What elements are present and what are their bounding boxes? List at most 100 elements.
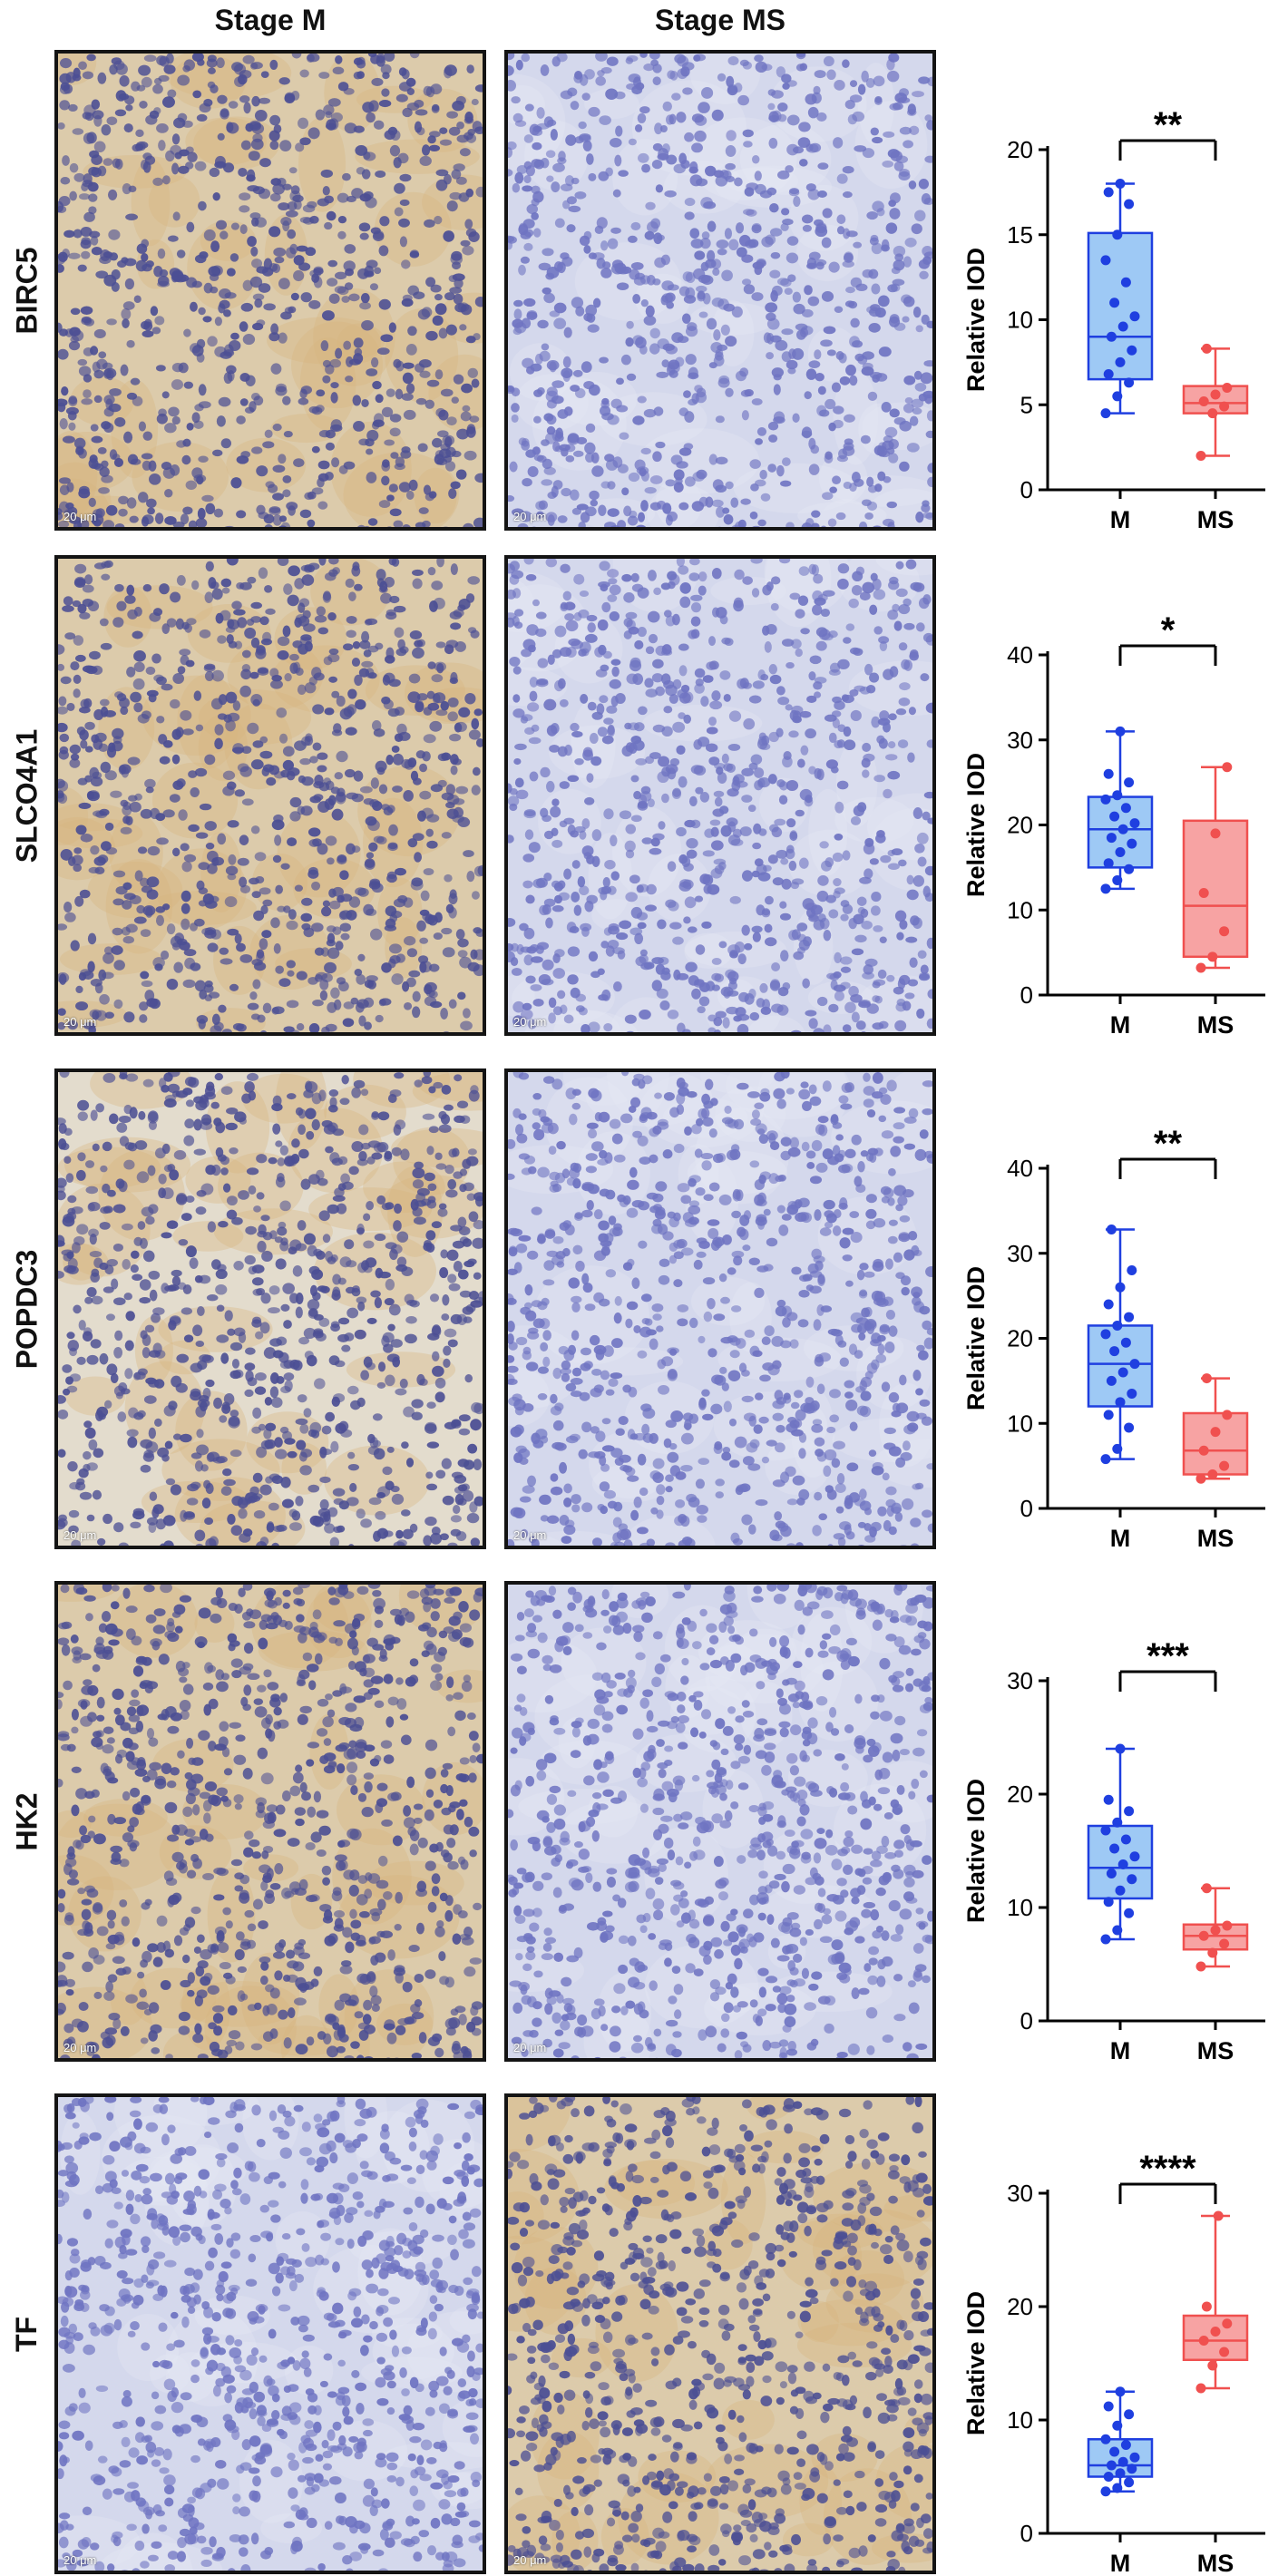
significance-stars: ** (1154, 105, 1183, 145)
row-label-tf: TF (0, 2093, 54, 2574)
y-tick-label: 40 (1007, 641, 1033, 668)
data-point (1112, 229, 1123, 240)
data-point (1106, 833, 1117, 844)
x-tick-label: MS (1197, 2037, 1234, 2062)
data-point (1222, 762, 1233, 773)
y-tick-label: 20 (1007, 136, 1033, 163)
row-label-slco4a1: SLCO4A1 (0, 555, 54, 1036)
significance-stars: **** (1139, 2149, 1196, 2189)
data-point (1109, 2446, 1120, 2457)
data-point (1115, 847, 1126, 857)
micrograph-tf-stage-ms: 20 μm (504, 2093, 936, 2574)
y-tick-label: 20 (1007, 812, 1033, 839)
data-point (1115, 1743, 1126, 1754)
data-point (1124, 2409, 1135, 2420)
data-point (1207, 2360, 1218, 2371)
data-point (1210, 2327, 1221, 2337)
data-point (1219, 2347, 1230, 2357)
data-point (1115, 2468, 1126, 2479)
x-tick-label: MS (1197, 2550, 1234, 2574)
x-tick-label: MS (1197, 1011, 1234, 1036)
data-point (1100, 1454, 1111, 1465)
data-point (1127, 1388, 1137, 1399)
x-tick-label: M (1110, 2037, 1131, 2062)
data-point (1117, 1859, 1128, 1869)
data-point (1124, 1908, 1135, 1918)
data-point (1109, 811, 1120, 822)
data-point (1213, 2210, 1224, 2221)
data-point (1195, 451, 1206, 461)
tissue-image (58, 1072, 483, 1546)
tissue-image (58, 2097, 483, 2571)
data-point (1112, 874, 1123, 885)
data-point (1103, 369, 1114, 379)
scale-bar-label: 20 μm (513, 2041, 547, 2054)
column-header-stage-ms: Stage MS (654, 4, 786, 36)
y-axis-label: Relative IOD (962, 1266, 990, 1410)
data-point (1201, 1883, 1212, 1894)
data-point (1109, 298, 1120, 308)
tissue-image (508, 559, 932, 1032)
data-point (1219, 926, 1230, 937)
box-ms (1182, 2314, 1249, 2361)
scale-bar-label: 20 μm (513, 1528, 547, 1542)
data-point (1198, 1930, 1209, 1941)
data-point (1210, 1427, 1221, 1438)
box-m (1087, 1324, 1154, 1408)
y-tick-label: 20 (1007, 1781, 1033, 1808)
data-point (1195, 1961, 1206, 1972)
data-point (1207, 1947, 1218, 1958)
data-point (1124, 1806, 1135, 1817)
data-point (1106, 2460, 1117, 2471)
data-point (1109, 1346, 1120, 1357)
data-point (1112, 2420, 1123, 2431)
data-point (1129, 311, 1140, 322)
data-point (1120, 1834, 1131, 1845)
x-tick-label: MS (1197, 1525, 1234, 1549)
x-tick-label: M (1110, 1525, 1131, 1549)
data-point (1198, 2336, 1209, 2346)
data-point (1100, 255, 1111, 266)
micrograph-hk2-stage-m: 20 μm (54, 1581, 486, 2062)
y-tick-label: 10 (1007, 2406, 1033, 2434)
boxplot-tf: 0 10 20 30 Relative IOD M MS **** (962, 2149, 1265, 2574)
scale-bar-label: 20 μm (63, 2553, 97, 2567)
data-point (1219, 401, 1230, 412)
data-point (1120, 277, 1131, 288)
data-point (1201, 1373, 1212, 1384)
data-point (1207, 408, 1218, 419)
data-point (1100, 794, 1111, 805)
data-point (1222, 1920, 1233, 1931)
tissue-image (508, 1585, 932, 2058)
data-point (1195, 1473, 1206, 1484)
data-point (1106, 1375, 1117, 1386)
boxplot-slco4a1: 0 10 20 30 40 Relative IOD M MS * (962, 610, 1265, 1036)
row-label-birc5: BIRC5 (0, 50, 54, 531)
boxplot-birc5: 0 5 10 15 20 Relative IOD M MS ** (962, 105, 1265, 531)
x-tick-label: MS (1197, 506, 1234, 531)
y-tick-label: 20 (1007, 1325, 1033, 1352)
data-point (1100, 2434, 1111, 2444)
column-header-stage-m: Stage M (214, 4, 327, 36)
data-point (1106, 1869, 1117, 1878)
micrograph-birc5-stage-m: 20 μm (54, 50, 486, 531)
tissue-image (508, 2097, 932, 2571)
y-tick-label: 20 (1007, 2293, 1033, 2320)
scale-bar-label: 20 μm (513, 1015, 547, 1029)
data-point (1120, 2440, 1131, 2450)
data-point (1222, 2318, 1233, 2329)
significance-stars: * (1161, 610, 1176, 650)
data-point (1109, 1843, 1120, 1854)
data-point (1100, 883, 1111, 894)
row-label-hk2: HK2 (0, 1581, 54, 2062)
scale-bar-label: 20 μm (63, 510, 97, 523)
data-point (1112, 1320, 1123, 1331)
data-point (1207, 1469, 1218, 1479)
micrograph-popdc3-stage-ms: 20 μm (504, 1068, 936, 1549)
y-tick-label: 30 (1007, 1667, 1033, 1694)
data-point (1103, 2401, 1114, 2412)
micrograph-slco4a1-stage-ms: 20 μm (504, 555, 936, 1036)
data-point (1115, 2386, 1126, 2397)
data-point (1129, 1359, 1140, 1370)
data-point (1117, 321, 1128, 332)
